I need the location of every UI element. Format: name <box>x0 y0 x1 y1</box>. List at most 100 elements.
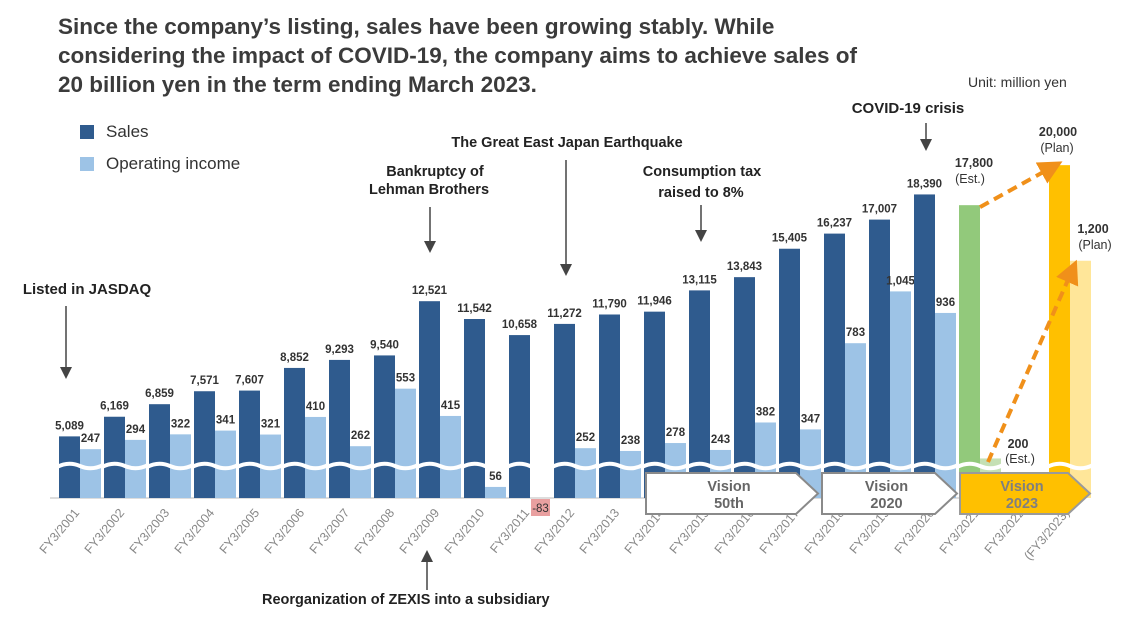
data-label-income: 341 <box>216 415 236 427</box>
data-label-sales: 17,007 <box>862 204 897 216</box>
bar-sales <box>419 301 440 498</box>
axis-break <box>551 461 599 471</box>
bar-sales <box>824 233 845 498</box>
bar-sales <box>104 416 125 498</box>
data-label-income: 410 <box>306 401 325 413</box>
legend-item-operating-income: Operating income <box>80 148 240 180</box>
data-label-sales: 11,542 <box>457 303 492 315</box>
data-label-income: 415 <box>441 400 461 412</box>
annotation-zexis: Reorganization of ZEXIS into a subsidiar… <box>262 592 550 608</box>
axis-break <box>326 461 374 471</box>
bar-operating-income <box>170 434 191 498</box>
axis-break <box>236 461 284 471</box>
data-label-income: 553 <box>396 373 415 385</box>
bar-operating-income <box>935 312 956 498</box>
bar-operating-income <box>1070 260 1091 498</box>
axis-break <box>371 461 419 471</box>
axis-break <box>911 461 959 471</box>
annotation-lehman: Bankruptcy of <box>386 164 484 180</box>
data-label-sales-plan: 20,000 <box>1039 125 1077 139</box>
vision-label: Vision <box>1000 479 1043 495</box>
data-label-sales: 10,658 <box>502 319 538 331</box>
axis-break <box>956 461 1004 471</box>
legend: Sales Operating income <box>80 116 240 180</box>
data-label-sales: 8,852 <box>280 352 309 364</box>
note-est: (Est.) <box>1005 452 1035 466</box>
bar-operating-income <box>575 448 596 498</box>
data-label-income: 1,045 <box>886 275 915 287</box>
bar-operating-income <box>215 430 236 498</box>
axis-break <box>776 461 824 471</box>
bar-operating-income <box>890 291 911 498</box>
vision-chevron <box>821 472 959 515</box>
vision-chevron <box>959 472 1092 515</box>
bar-operating-income <box>485 486 506 498</box>
data-label-income: 278 <box>666 427 686 439</box>
data-label-sales: 7,607 <box>235 375 264 387</box>
bar-operating-income <box>305 416 326 498</box>
axis-break <box>596 461 644 471</box>
axis-break <box>686 461 734 471</box>
bar-sales <box>329 359 350 498</box>
data-label-sales: 15,405 <box>772 233 808 245</box>
note-plan: (Plan) <box>1040 141 1073 155</box>
annotation-jasdaq: Listed in JASDAQ <box>23 281 152 298</box>
axis-break <box>1046 461 1094 471</box>
vision-label: Vision <box>707 479 750 495</box>
annotation-earthquake: The Great East Japan Earthquake <box>451 135 682 151</box>
axis-break <box>281 461 329 471</box>
category-label: FY3/2002 <box>82 506 128 557</box>
category-label: FY3/2004 <box>172 506 218 557</box>
data-label-sales: 13,115 <box>682 274 717 286</box>
bar-sales <box>599 314 620 498</box>
category-label: FY3/2005 <box>217 506 263 557</box>
data-label-income: 247 <box>81 433 100 445</box>
category-label: FY3/2003 <box>127 506 173 557</box>
data-label-sales: 11,946 <box>637 296 672 308</box>
data-label-sales: 13,843 <box>727 261 762 273</box>
data-label-income: 382 <box>756 406 775 418</box>
data-label-sales: 5,089 <box>55 420 84 432</box>
category-label: FY3/2010 <box>442 506 488 557</box>
growth-arrow-sales <box>979 161 1063 209</box>
unit-label: Unit: million yen <box>968 74 1067 90</box>
bar-operating-income <box>440 415 461 498</box>
data-label-income-plan: 1,200 <box>1077 222 1108 236</box>
axis-break <box>191 461 239 471</box>
bar-sales <box>644 311 665 498</box>
data-label-income: 238 <box>621 435 641 447</box>
data-label-income: 936 <box>936 297 955 309</box>
annotation-tax: Consumption tax <box>643 164 761 180</box>
data-label-income-est: 200 <box>1008 437 1029 451</box>
bar-operating-income <box>80 449 101 498</box>
category-label: FY3/2001 <box>37 506 83 557</box>
legend-item-sales: Sales <box>80 116 240 148</box>
bar-sales <box>959 205 980 498</box>
legend-swatch-sales <box>80 125 94 139</box>
bar-sales <box>149 404 170 498</box>
note-plan: (Plan) <box>1078 238 1111 252</box>
vision-chevron <box>645 472 820 515</box>
bar-sales <box>1049 165 1070 498</box>
vision-label: 2023 <box>1006 496 1038 512</box>
annotation-tax: raised to 8% <box>658 185 744 201</box>
bar-operating-income <box>395 388 416 498</box>
category-label: FY3/2006 <box>262 506 308 557</box>
axis-break <box>146 461 194 471</box>
bar-sales <box>869 219 890 499</box>
data-label-income: 243 <box>711 434 730 446</box>
axis-break <box>506 461 554 471</box>
data-label-income: 347 <box>801 413 820 425</box>
data-label-sales-est: 17,800 <box>955 156 993 170</box>
data-label-sales: 9,293 <box>325 344 354 356</box>
data-label-sales: 7,571 <box>190 375 219 387</box>
data-label-sales: 12,521 <box>412 285 448 297</box>
bar-sales <box>374 355 395 498</box>
annotation-lehman: Lehman Brothers <box>369 182 489 198</box>
data-label-income: 783 <box>846 327 865 339</box>
data-label-income: 262 <box>351 430 370 442</box>
data-label-sales: 18,390 <box>907 178 942 190</box>
bar-sales <box>734 277 755 498</box>
axis-break <box>101 461 149 471</box>
